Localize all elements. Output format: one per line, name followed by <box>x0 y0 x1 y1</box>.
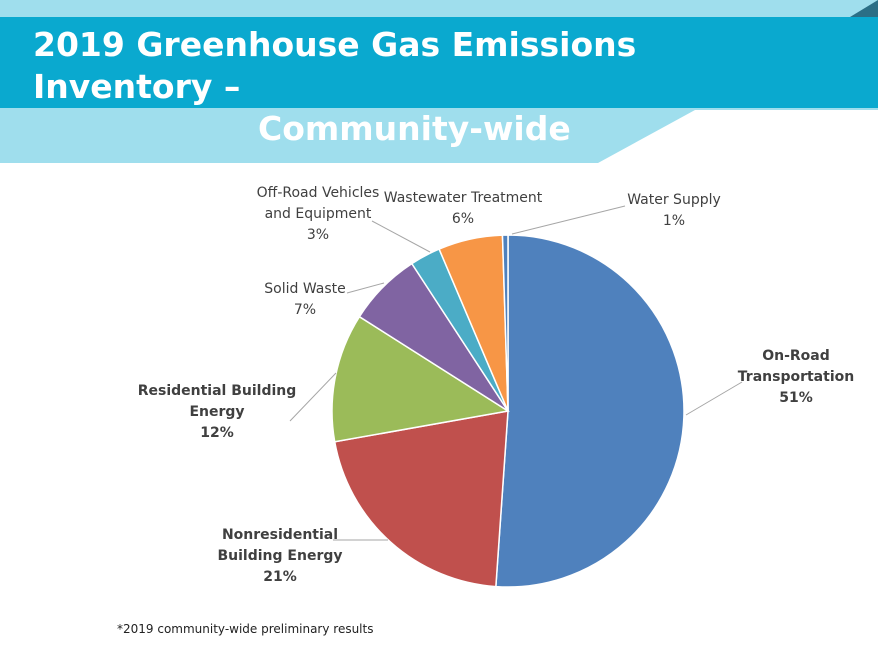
slice-label-off-road: Off-Road Vehicles and Equipment 3% <box>257 185 380 243</box>
title-line-1: 2019 Greenhouse Gas Emissions Inventory … <box>33 25 637 106</box>
pie-slice-nonresidential <box>333 410 509 588</box>
slice-label-on-road: On-Road Transportation 51% <box>738 348 854 406</box>
slice-label-water-supply: Water Supply 1% <box>627 192 721 229</box>
leader-lines <box>289 205 743 541</box>
pie-slice-on-road <box>495 234 685 588</box>
slide-title: 2019 Greenhouse Gas Emissions Inventory … <box>0 24 810 150</box>
leader-line-residential <box>289 372 337 422</box>
slice-label-solid-waste: Solid Waste 7% <box>264 281 346 318</box>
leader-line-on-road <box>685 381 743 416</box>
slice-label-wastewater: Wastewater Treatment 6% <box>384 190 543 227</box>
leader-line-water-supply <box>511 205 626 235</box>
pie-slice-water-supply <box>501 234 509 412</box>
slice-labels: On-Road Transportation 51% Nonresidential Bu… <box>138 185 854 585</box>
title-line-2: Community-wide <box>258 109 571 148</box>
footnote: *2019 community-wide preliminary results <box>117 622 374 636</box>
leader-line-off-road <box>371 220 431 253</box>
slice-label-residential: Residential Building Energy 12% <box>138 383 297 441</box>
banner-dark-band <box>0 17 878 108</box>
slice-label-nonresidential: Nonresidential Building Energy 21% <box>218 527 343 585</box>
pie-slice-residential <box>331 315 511 443</box>
corner-accent <box>850 0 878 17</box>
leader-line-solid-waste <box>346 282 385 294</box>
pie-chart <box>331 234 685 588</box>
